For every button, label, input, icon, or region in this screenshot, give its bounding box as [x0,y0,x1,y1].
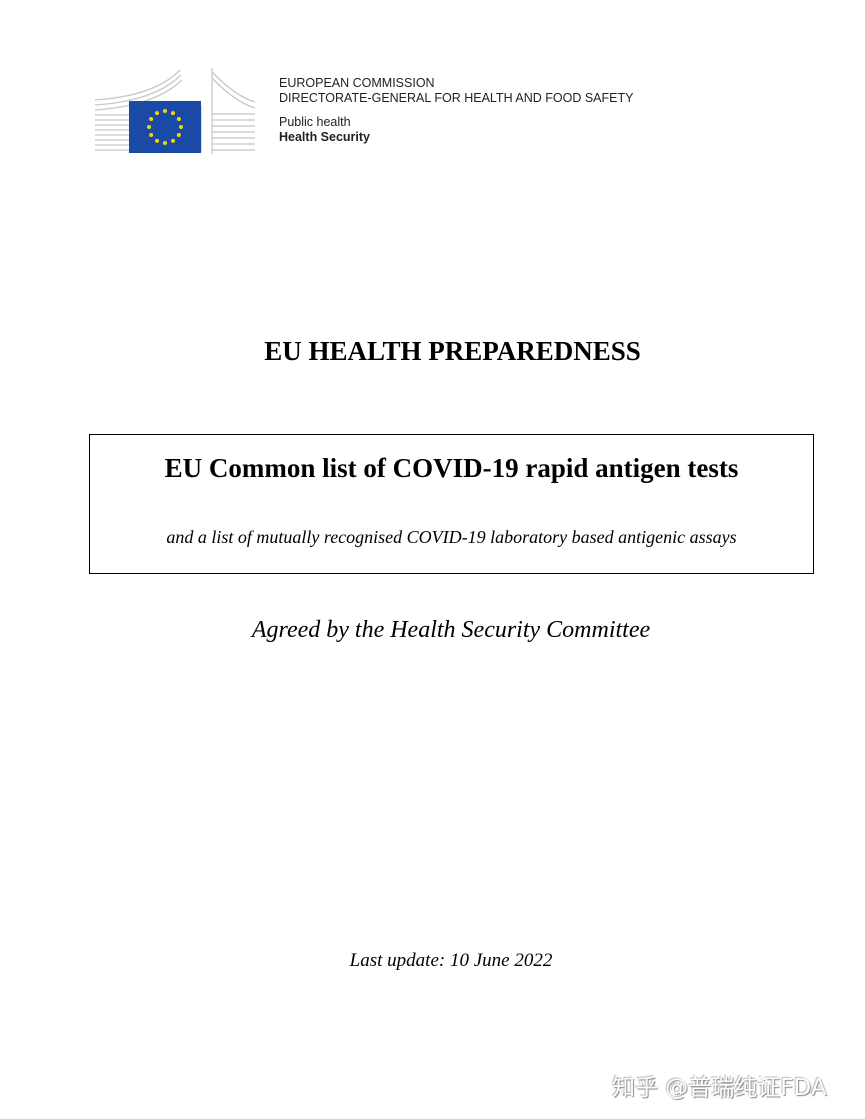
european-commission-logo [95,68,256,154]
agreed-by: Agreed by the Health Security Committee [251,617,651,643]
star-icon [155,111,159,116]
document-title: EU HEALTH PREPAREDNESS [264,336,641,366]
watermark: 知乎 @普瑞纯证FDA [612,1075,827,1101]
star-icon [176,133,181,137]
star-icon [149,117,154,121]
header-org: EUROPEAN COMMISSION [279,76,435,90]
box-subtitle: and a list of mutually recognised COVID-… [166,527,737,547]
header-unit: Public health [279,115,351,129]
last-update: Last update: 10 June 2022 [349,950,553,971]
star-icon [179,125,183,129]
star-icon [155,138,159,143]
header-dg: DIRECTORATE-GENERAL FOR HEALTH AND FOOD … [279,91,634,105]
star-icon [176,117,181,121]
star-icon [163,141,167,145]
star-icon [171,111,175,116]
star-icon [163,109,167,113]
title-box: EU Common list of COVID-19 rapid antigen… [89,434,814,574]
star-icon [149,133,154,137]
header-subunit: Health Security [279,130,371,144]
star-icon [147,125,151,129]
star-icon [171,138,175,143]
box-title: EU Common list of COVID-19 rapid antigen… [164,453,739,483]
header-org-block: EUROPEAN COMMISSION DIRECTORATE-GENERAL … [279,76,633,145]
